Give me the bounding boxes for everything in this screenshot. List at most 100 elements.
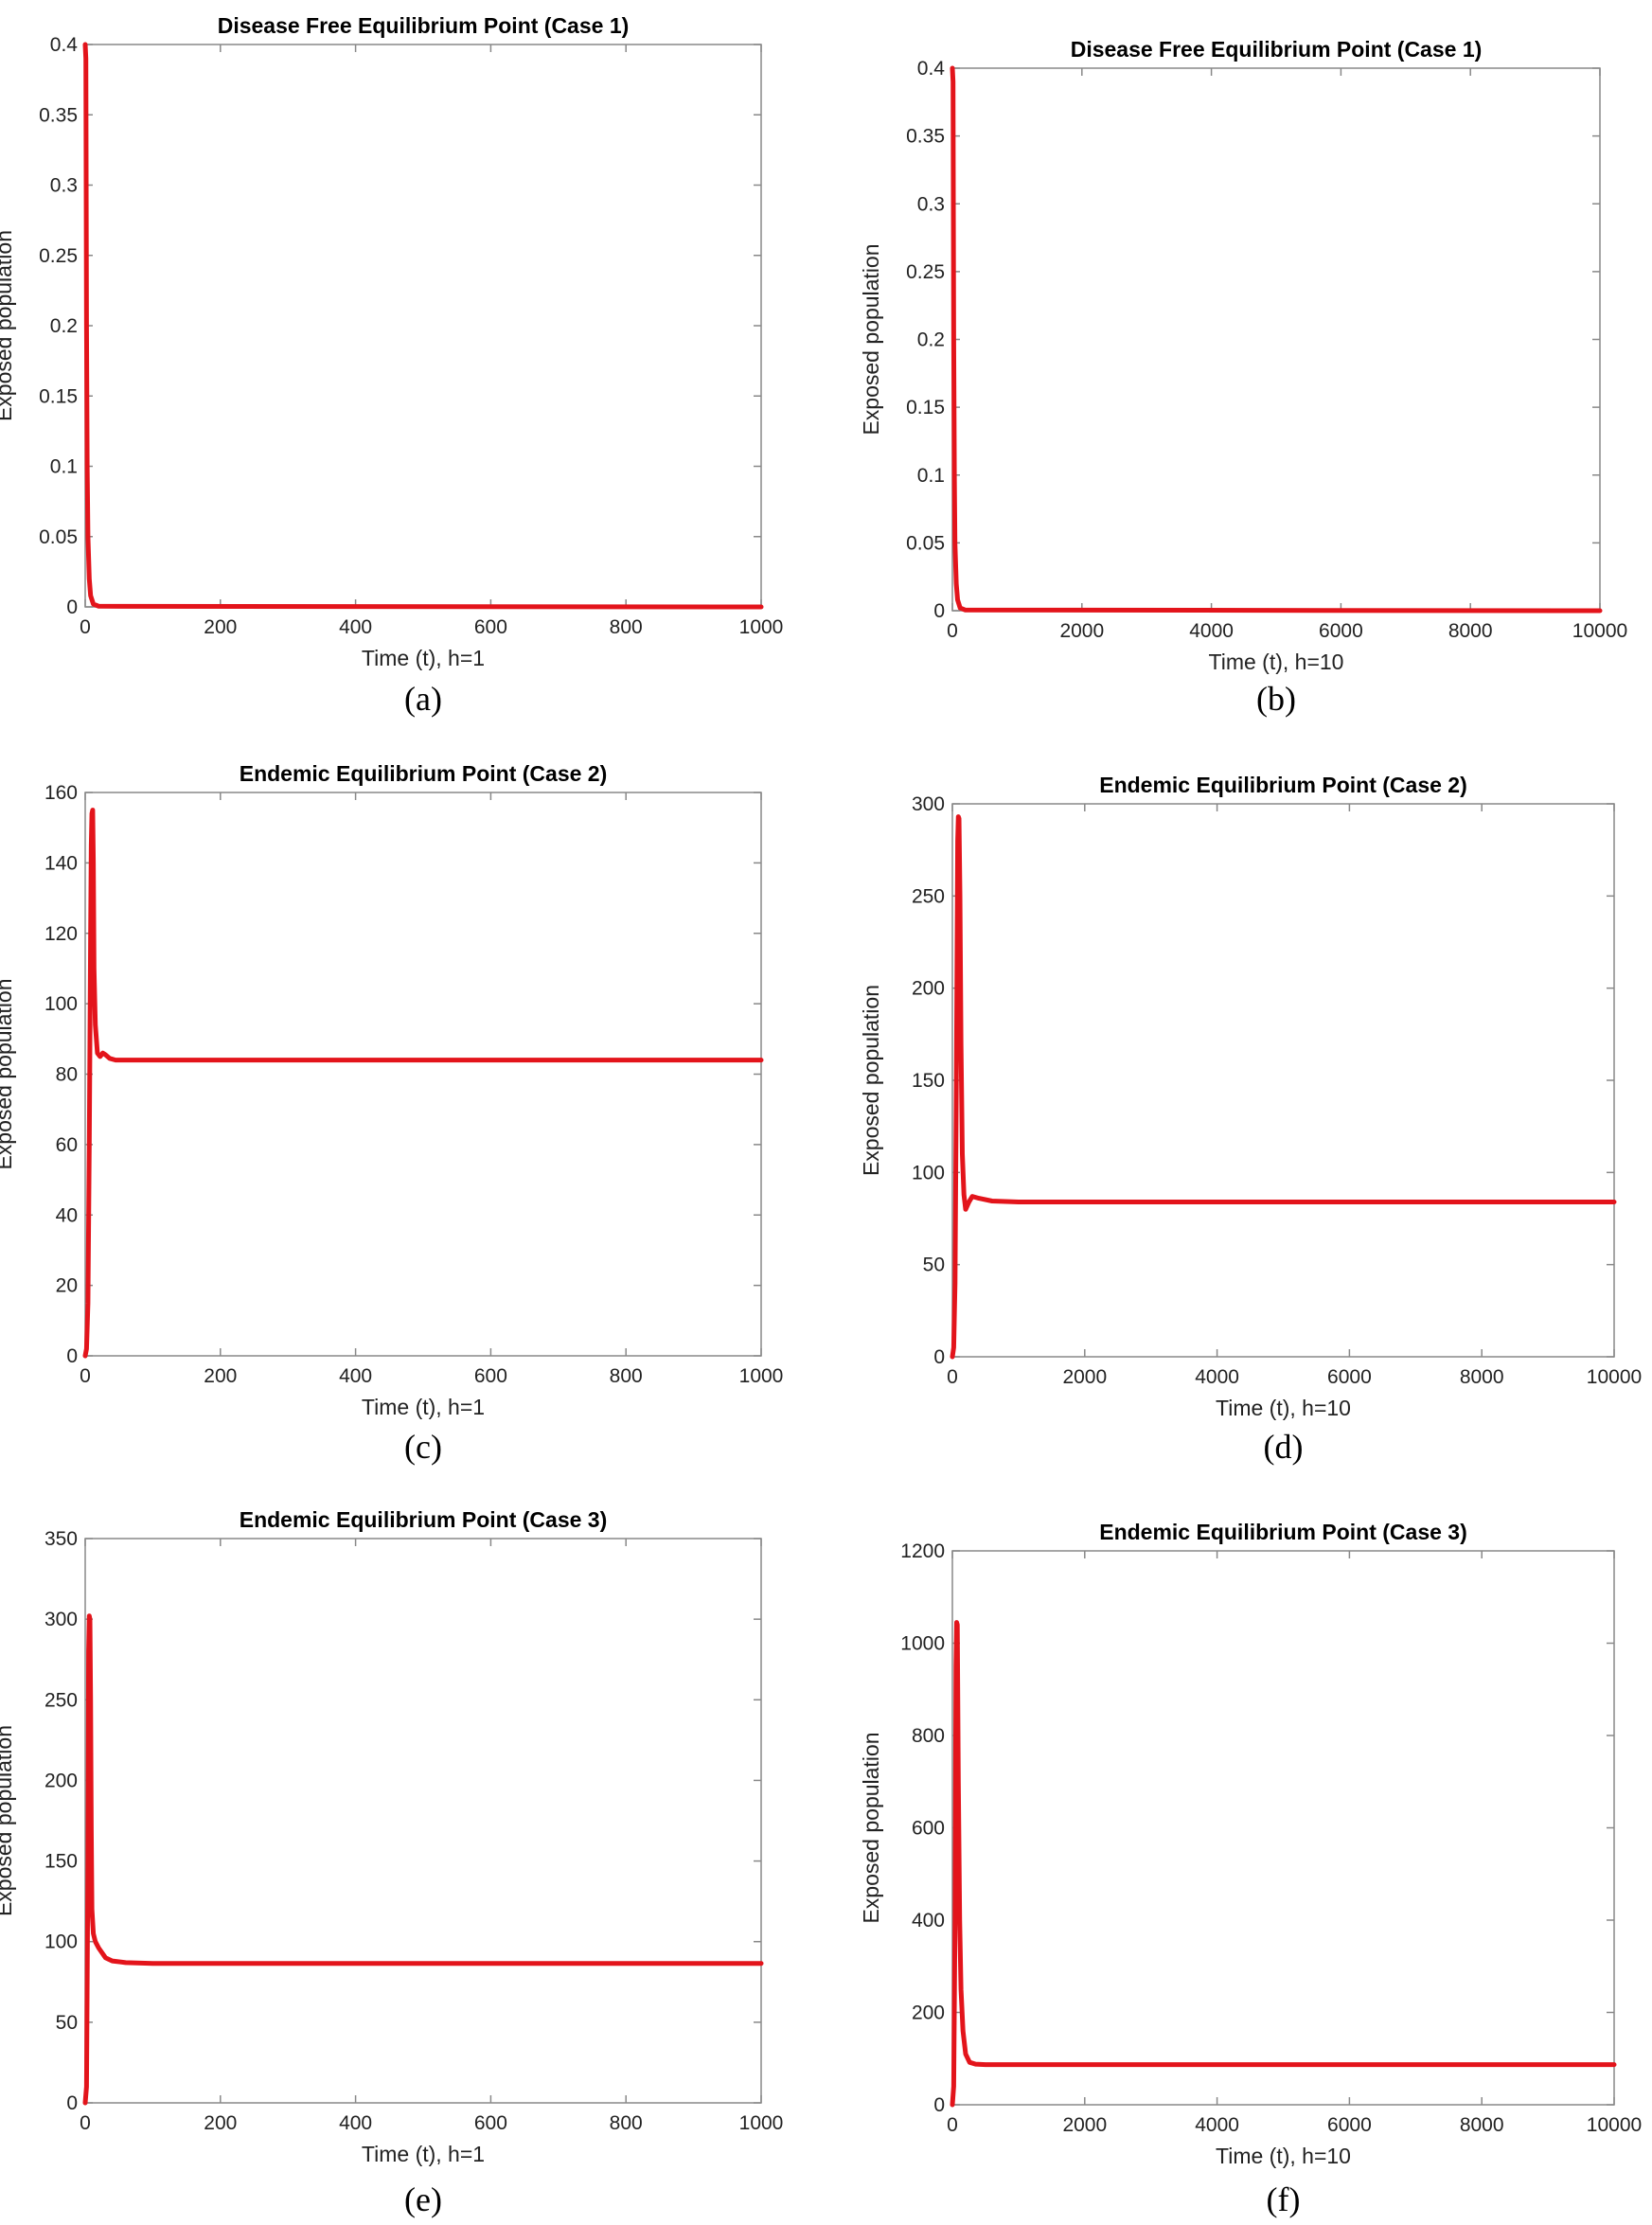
y-tick-label: 0.4 bbox=[917, 58, 946, 80]
plot-frame bbox=[84, 792, 762, 1357]
y-tick-label: 300 bbox=[44, 1609, 78, 1630]
y-tick-label: 200 bbox=[912, 978, 945, 1000]
y-axis-label: Exposed population bbox=[859, 985, 883, 1176]
y-tick-label: 1200 bbox=[900, 1540, 945, 1562]
y-tick-label: 200 bbox=[44, 1770, 78, 1791]
y-tick-label: 40 bbox=[56, 1204, 78, 1226]
x-tick-label: 800 bbox=[610, 2112, 643, 2134]
panel-caption: (c) bbox=[404, 1428, 442, 1466]
x-tick-label: 2000 bbox=[1062, 2114, 1107, 2136]
plot-frame bbox=[84, 1538, 762, 2104]
chart-panel-b: Disease Free Equilibrium Point (Case 1) 0… bbox=[859, 37, 1627, 718]
y-tick-label: 0.15 bbox=[39, 385, 78, 407]
x-tick-label: 4000 bbox=[1195, 1366, 1239, 1388]
y-tick-label: 0.3 bbox=[917, 193, 945, 215]
y-axis-label: Exposed population bbox=[0, 1725, 16, 1916]
x-tick-label: 400 bbox=[339, 2112, 372, 2134]
y-tick-label: 0.05 bbox=[906, 532, 945, 554]
chart-panel-e: Endemic Equilibrium Point (Case 3) 0 200 40… bbox=[0, 1507, 783, 2218]
y-tick-label: 160 bbox=[44, 782, 78, 804]
x-tick-label: 600 bbox=[474, 2112, 507, 2134]
x-tick-label: 6000 bbox=[1327, 1366, 1372, 1388]
x-tick-label: 1000 bbox=[739, 2112, 784, 2134]
chart-title: Disease Free Equilibrium Point (Case 1) bbox=[1071, 37, 1483, 62]
y-tick-label: 300 bbox=[912, 793, 945, 815]
y-axis-label: Exposed population bbox=[859, 1732, 883, 1923]
y-tick-label: 0.15 bbox=[906, 397, 945, 418]
chart-title: Endemic Equilibrium Point (Case 3) bbox=[1099, 1520, 1467, 1544]
x-tick-label: 200 bbox=[204, 1365, 237, 1387]
x-tick-label: 10000 bbox=[1587, 2114, 1642, 2136]
chart-title: Endemic Equilibrium Point (Case 2) bbox=[240, 761, 608, 786]
x-tick-label: 6000 bbox=[1327, 2114, 1372, 2136]
x-tick-label: 800 bbox=[610, 1365, 643, 1387]
y-tick-label: 0.1 bbox=[917, 465, 945, 487]
y-tick-label: 0 bbox=[66, 2092, 78, 2114]
x-tick-label: 1000 bbox=[739, 616, 784, 638]
y-tick-label: 1000 bbox=[900, 1633, 945, 1655]
x-tick-label: 8000 bbox=[1460, 2114, 1504, 2136]
y-tick-label: 0.05 bbox=[39, 526, 78, 548]
y-tick-label: 0.35 bbox=[39, 104, 78, 126]
y-tick-label: 200 bbox=[912, 2002, 945, 2024]
y-tick-label: 0 bbox=[66, 596, 78, 618]
x-tick-label: 800 bbox=[610, 616, 643, 638]
x-tick-label: 200 bbox=[204, 2112, 237, 2134]
chart-title: Endemic Equilibrium Point (Case 2) bbox=[1099, 773, 1467, 797]
y-tick-label: 0.3 bbox=[50, 175, 78, 197]
chart-title: Disease Free Equilibrium Point (Case 1) bbox=[218, 13, 630, 38]
y-tick-label: 0 bbox=[933, 1346, 945, 1368]
x-tick-label: 10000 bbox=[1572, 620, 1627, 642]
x-tick-label: 2000 bbox=[1062, 1366, 1107, 1388]
x-tick-label: 200 bbox=[204, 616, 237, 638]
x-tick-label: 10000 bbox=[1587, 1366, 1642, 1388]
y-tick-label: 100 bbox=[912, 1162, 945, 1184]
y-tick-label: 120 bbox=[44, 923, 78, 945]
x-axis-label: Time (t), h=1 bbox=[362, 646, 485, 670]
y-axis-label: Exposed population bbox=[859, 243, 883, 435]
x-tick-label: 4000 bbox=[1189, 620, 1234, 642]
y-tick-label: 0.25 bbox=[39, 245, 78, 267]
y-tick-label: 250 bbox=[912, 885, 945, 907]
x-tick-label: 2000 bbox=[1059, 620, 1104, 642]
series-line bbox=[950, 814, 1617, 1360]
y-tick-label: 0.35 bbox=[906, 126, 945, 148]
x-tick-label: 8000 bbox=[1448, 620, 1493, 642]
y-tick-label: 0.1 bbox=[50, 456, 78, 478]
y-tick-label: 400 bbox=[912, 1910, 945, 1931]
series-line bbox=[950, 65, 1603, 614]
x-tick-label: 0 bbox=[947, 620, 958, 642]
x-axis-label: Time (t), h=10 bbox=[1216, 2144, 1351, 2168]
y-tick-label: 0 bbox=[66, 1345, 78, 1367]
plot-frame bbox=[951, 67, 1601, 612]
x-tick-label: 600 bbox=[474, 1365, 507, 1387]
y-tick-label: 0.25 bbox=[906, 261, 945, 283]
x-tick-label: 0 bbox=[80, 616, 91, 638]
x-axis-label: Time (t), h=1 bbox=[362, 1395, 485, 1419]
y-tick-label: 150 bbox=[44, 1851, 78, 1873]
y-tick-label: 100 bbox=[44, 993, 78, 1015]
chart-panel-f: Endemic Equilibrium Point (Case 3) 0 2000 4… bbox=[859, 1520, 1642, 2218]
series-line bbox=[82, 1613, 764, 2106]
x-axis-label: Time (t), h=10 bbox=[1216, 1396, 1351, 1420]
x-tick-label: 0 bbox=[947, 1366, 958, 1388]
plot-frame bbox=[84, 44, 762, 608]
y-tick-label: 0 bbox=[933, 2094, 945, 2116]
y-tick-label: 350 bbox=[44, 1528, 78, 1550]
x-axis-label: Time (t), h=1 bbox=[362, 2142, 485, 2166]
x-tick-label: 600 bbox=[474, 616, 507, 638]
series-line bbox=[950, 1620, 1617, 2108]
y-tick-label: 80 bbox=[56, 1064, 78, 1086]
y-tick-label: 0.4 bbox=[50, 34, 79, 56]
y-tick-label: 140 bbox=[44, 852, 78, 874]
panel-caption: (f) bbox=[1267, 2180, 1301, 2218]
y-tick-label: 0 bbox=[933, 600, 945, 622]
y-tick-label: 150 bbox=[912, 1070, 945, 1092]
y-axis-label: Exposed population bbox=[0, 978, 16, 1169]
chart-panel-d: Endemic Equilibrium Point (Case 2)0 2000 4… bbox=[859, 773, 1642, 1466]
panel-caption: (e) bbox=[404, 2180, 442, 2218]
panel-caption: (d) bbox=[1264, 1428, 1304, 1466]
y-axis-label: Exposed population bbox=[0, 230, 16, 421]
x-tick-label: 1000 bbox=[739, 1365, 784, 1387]
